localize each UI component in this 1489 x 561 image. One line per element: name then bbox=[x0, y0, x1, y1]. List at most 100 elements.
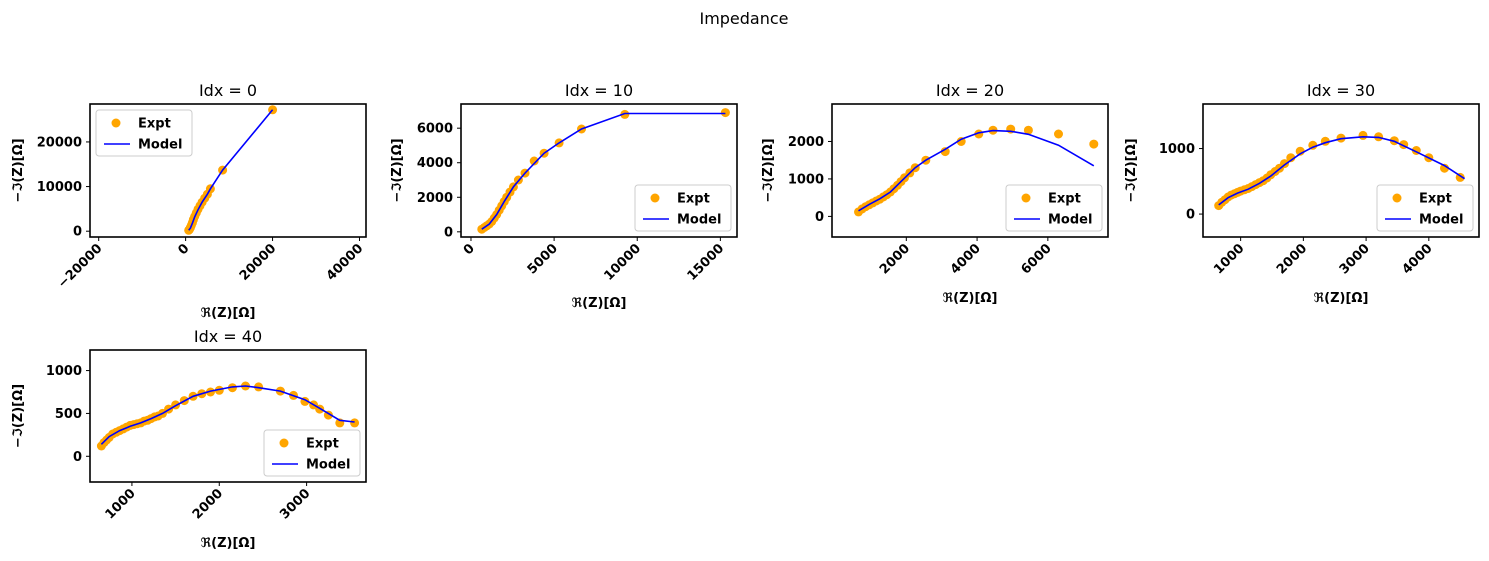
y-tick-label: 4000 bbox=[417, 156, 453, 171]
legend-expt-label: Expt bbox=[138, 117, 171, 132]
figure-title: Impedance bbox=[699, 9, 788, 28]
y-tick-label: 500 bbox=[55, 407, 82, 422]
x-axis-label: ℜ(Z)[Ω] bbox=[1314, 291, 1369, 306]
legend-expt-label: Expt bbox=[306, 437, 339, 452]
legend: Expt Model bbox=[95, 109, 193, 157]
plot-area bbox=[1214, 130, 1466, 211]
y-tick-label: 10000 bbox=[37, 180, 82, 195]
y-tick-label: 20000 bbox=[37, 135, 82, 150]
panel-title: Idx = 0 bbox=[199, 81, 257, 100]
expt-point bbox=[350, 418, 360, 428]
y-axis-label: −ℑ(Z)[Ω] bbox=[11, 138, 26, 202]
x-tick-label: −20000 bbox=[55, 241, 105, 291]
expt-point bbox=[956, 137, 966, 146]
panel-title: Idx = 20 bbox=[936, 81, 1004, 100]
legend: Expt Model bbox=[1376, 184, 1474, 232]
panel-idx-40: Idx = 40 ℜ(Z)[Ω] −ℑ(Z)[Ω] 1000 2000 3000 0 5… bbox=[11, 327, 367, 551]
legend: Expt Model bbox=[634, 184, 732, 232]
legend-expt-label: Expt bbox=[677, 192, 710, 207]
legend: Expt Model bbox=[263, 429, 361, 477]
legend-expt-marker bbox=[650, 193, 660, 203]
legend-expt-label: Expt bbox=[1048, 192, 1081, 207]
x-tick-label: 40000 bbox=[324, 241, 367, 284]
model-line bbox=[1218, 135, 1466, 206]
x-tick-label: 4000 bbox=[948, 241, 984, 277]
panel-idx-20: Idx = 20 ℜ(Z)[Ω] −ℑ(Z)[Ω] 2000 4000 6000 0 1… bbox=[761, 81, 1109, 306]
x-axis-label: ℜ(Z)[Ω] bbox=[572, 296, 627, 311]
x-tick-label: 2000 bbox=[877, 241, 913, 277]
x-axis-label: ℜ(Z)[Ω] bbox=[943, 291, 998, 306]
expt-point bbox=[529, 156, 539, 166]
x-tick-label: 3000 bbox=[277, 486, 313, 522]
y-tick-label: 0 bbox=[73, 225, 82, 240]
x-axis-label: ℜ(Z)[Ω] bbox=[201, 306, 256, 321]
panel-idx-30: Idx = 30 ℜ(Z)[Ω] −ℑ(Z)[Ω] 1000 2000 3000 40… bbox=[1124, 81, 1480, 306]
x-tick-label: 2000 bbox=[1274, 241, 1310, 277]
expt-point bbox=[206, 387, 215, 397]
x-tick-label: 2000 bbox=[190, 486, 226, 522]
expt-point bbox=[1440, 163, 1449, 173]
panel-title: Idx = 30 bbox=[1307, 81, 1375, 100]
expt-point bbox=[1054, 129, 1063, 139]
expt-point bbox=[1023, 125, 1033, 135]
y-tick-label: 1000 bbox=[1159, 142, 1195, 157]
plot-area bbox=[854, 124, 1099, 217]
panel-idx-10: Idx = 10 ℜ(Z)[Ω] −ℑ(Z)[Ω] 0 5000 10000 1500… bbox=[390, 81, 738, 311]
legend-expt-marker bbox=[279, 438, 289, 448]
x-tick-label: 5000 bbox=[525, 241, 561, 277]
x-tick-label: 4000 bbox=[1399, 241, 1435, 277]
legend-expt-marker bbox=[111, 118, 121, 128]
y-tick-label: 1000 bbox=[788, 172, 824, 187]
model-line bbox=[481, 112, 726, 230]
expt-point bbox=[1358, 130, 1368, 140]
legend-model-label: Model bbox=[1419, 213, 1463, 228]
x-tick-label: 0 bbox=[461, 241, 478, 258]
plot-area bbox=[184, 105, 278, 235]
x-tick-label: 1000 bbox=[1211, 241, 1247, 277]
legend-model-label: Model bbox=[1048, 213, 1092, 228]
legend-model-label: Model bbox=[138, 138, 182, 153]
x-tick-label: 1000 bbox=[103, 486, 139, 522]
expt-point bbox=[1286, 153, 1296, 163]
panel-idx-0: Idx = 0 ℜ(Z)[Ω] −ℑ(Z)[Ω] −20000 0 20000 400… bbox=[11, 81, 367, 321]
plot-area bbox=[477, 108, 730, 234]
model-line bbox=[858, 129, 1095, 212]
y-axis-label: −ℑ(Z)[Ω] bbox=[1124, 138, 1139, 202]
y-axis-label: −ℑ(Z)[Ω] bbox=[761, 138, 776, 202]
y-tick-label: 6000 bbox=[417, 122, 453, 137]
model-line bbox=[100, 385, 355, 445]
legend-expt-marker bbox=[1021, 193, 1031, 203]
axes-frame bbox=[831, 103, 1109, 238]
x-tick-label: 6000 bbox=[1018, 241, 1054, 277]
axes-frame bbox=[460, 103, 738, 238]
axes-frame bbox=[1202, 103, 1480, 238]
x-tick-label: 10000 bbox=[601, 241, 644, 284]
y-tick-label: 0 bbox=[815, 210, 824, 225]
y-tick-label: 2000 bbox=[417, 191, 453, 206]
plot-area bbox=[96, 381, 360, 451]
y-tick-label: 0 bbox=[73, 450, 82, 465]
legend-model-label: Model bbox=[677, 213, 721, 228]
y-axis-label: −ℑ(Z)[Ω] bbox=[11, 384, 26, 448]
panel-title: Idx = 40 bbox=[194, 327, 262, 346]
y-tick-label: 0 bbox=[444, 225, 453, 240]
expt-point bbox=[940, 147, 950, 157]
expt-point bbox=[1089, 139, 1099, 149]
x-tick-label: 20000 bbox=[237, 241, 280, 284]
axes-frame bbox=[89, 103, 367, 238]
model-line bbox=[188, 109, 274, 231]
x-tick-label: 0 bbox=[175, 241, 192, 258]
legend: Expt Model bbox=[1005, 184, 1103, 232]
x-axis-label: ℜ(Z)[Ω] bbox=[201, 536, 256, 551]
panel-title: Idx = 10 bbox=[565, 81, 633, 100]
x-tick-label: 15000 bbox=[685, 241, 728, 284]
legend-model-label: Model bbox=[306, 458, 350, 473]
legend-expt-marker bbox=[1392, 193, 1402, 203]
axes-frame bbox=[89, 349, 367, 483]
expt-point bbox=[620, 109, 630, 119]
y-tick-label: 1000 bbox=[46, 364, 82, 379]
y-tick-label: 2000 bbox=[788, 135, 824, 150]
y-axis-label: −ℑ(Z)[Ω] bbox=[390, 138, 405, 202]
expt-point bbox=[214, 385, 224, 395]
